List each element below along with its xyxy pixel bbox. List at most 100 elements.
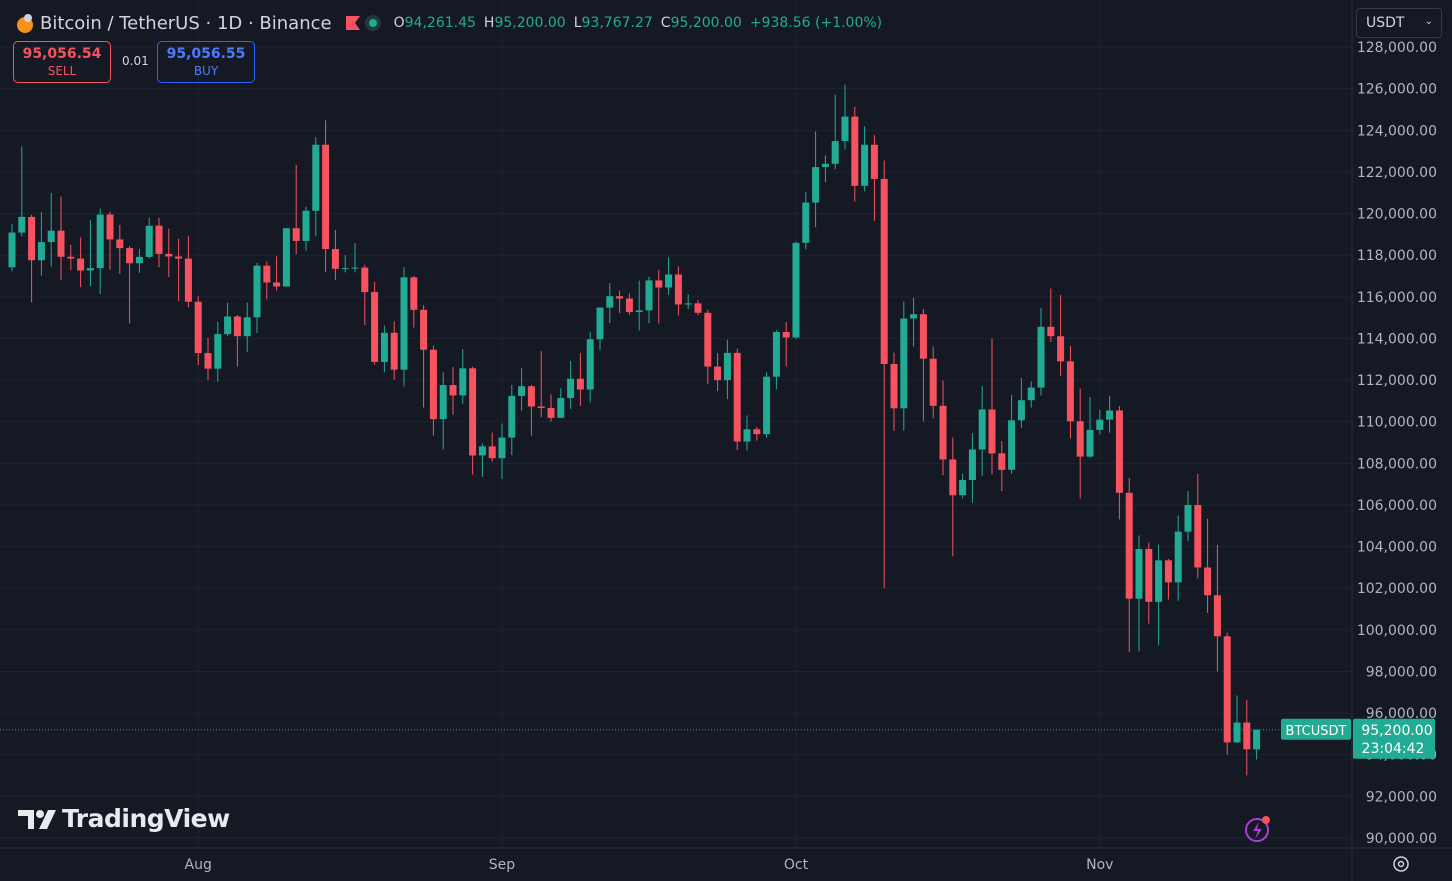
candle-body [812,167,820,203]
candle-body [263,265,271,283]
candle-body [841,116,849,142]
candle-body [557,398,565,418]
settings-icon[interactable] [1393,856,1409,872]
candle-body [380,332,388,362]
candle-body [576,378,584,390]
candle-body [743,429,751,442]
alert-ring [1245,818,1269,842]
candle-body [802,202,810,243]
candle-body [890,363,898,409]
y-tick-label: 120,000.00 [1357,207,1437,223]
y-tick-label: 108,000.00 [1357,456,1437,472]
candle-body [155,225,163,254]
x-tick-label: Aug [185,857,212,873]
candle-body [655,280,663,288]
candle-body [126,248,134,264]
candle-body [1223,636,1231,743]
currency-select[interactable]: USDT ⌄ [1356,8,1442,38]
candle-body [488,446,496,459]
candle-body [900,318,908,409]
candle-body [1115,410,1123,493]
candle-body [233,316,241,337]
sell-button[interactable]: 95,056.54 SELL [13,41,111,83]
candle-body [478,446,486,456]
quantity[interactable]: 0.01 [122,54,149,68]
candle-body [772,331,780,377]
candle-body [361,267,369,293]
candle-body [1233,722,1241,743]
y-tick-label: 100,000.00 [1357,623,1437,639]
candle-body [331,249,339,269]
alert-dot [1262,816,1270,824]
buy-button[interactable]: 95,056.55 BUY [157,41,255,83]
candle-body [939,405,947,460]
candle-body [67,256,75,259]
candle-body [302,210,310,241]
candle-body [1194,505,1202,568]
candle-body [684,303,692,305]
candle-body [1008,420,1016,470]
symbol-header: Bitcoin / TetherUS · 1D · Binance O94,26… [14,10,882,36]
candle-body [47,230,55,243]
candle-body [184,258,192,302]
candle-body [498,437,506,459]
candle-body [1106,410,1114,420]
candle-body [371,292,379,362]
candle-body [175,256,183,259]
candle-body [508,395,516,438]
candle-body [341,268,349,270]
y-tick-label: 128,000.00 [1357,40,1437,56]
buy-price: 95,056.55 [166,46,246,62]
x-tick-label: Nov [1086,857,1113,873]
ohlc: O94,261.45 H95,200.00 L93,767.27 C95,200… [394,15,883,31]
candle-body [968,449,976,481]
candle-body [821,163,829,168]
candle-body [782,331,790,338]
candle-body [253,265,261,318]
ohlc-open: O94,261.45 [393,15,476,31]
candle-body [165,253,173,257]
candle-body [194,301,202,354]
candle-body [625,298,633,313]
ohlc-high: H95,200.00 [483,15,566,31]
candle-body [1027,387,1035,401]
candle-body [1135,548,1143,599]
status-icon [364,15,381,31]
candle-body [547,407,555,418]
candle-body [694,303,702,313]
y-tick-label: 96,000.00 [1366,706,1437,722]
y-tick-label: 112,000.00 [1357,373,1437,389]
coin-icon [17,14,33,33]
candle-body [106,214,114,240]
candle-body [224,316,232,335]
candle-body [1076,421,1084,457]
candle-body [37,242,45,261]
candle-body [645,280,653,311]
candle-body [459,368,467,396]
change: +938.56 (+1.00%) [749,15,883,31]
candle-body [1145,548,1153,602]
price-tag [1353,718,1435,759]
candle-body [145,225,153,257]
candle-body [86,268,94,271]
ohlc-close: C95,200.00 [660,15,742,31]
candle-body [831,141,839,164]
candle-body [763,376,771,435]
candle-body [1184,505,1192,532]
y-tick-label: 114,000.00 [1357,331,1437,347]
candle-body [919,314,927,359]
y-tick-label: 122,000.00 [1357,165,1437,181]
dropdown-arrow: ⌄ [1424,16,1433,27]
alert-icon[interactable] [1245,816,1270,842]
candle-body [929,358,937,406]
candle-body [8,232,16,268]
y-tick-label: 126,000.00 [1357,82,1437,98]
y-tick-label: 118,000.00 [1357,248,1437,264]
y-tick-label: 92,000.00 [1366,789,1437,805]
symbol[interactable]: Bitcoin / TetherUS · 1D · Binance [40,12,332,34]
candle-body [449,385,457,396]
candle-body [704,312,712,367]
candle-body [57,230,65,257]
candle-body [753,429,761,435]
candle-body [322,144,330,250]
